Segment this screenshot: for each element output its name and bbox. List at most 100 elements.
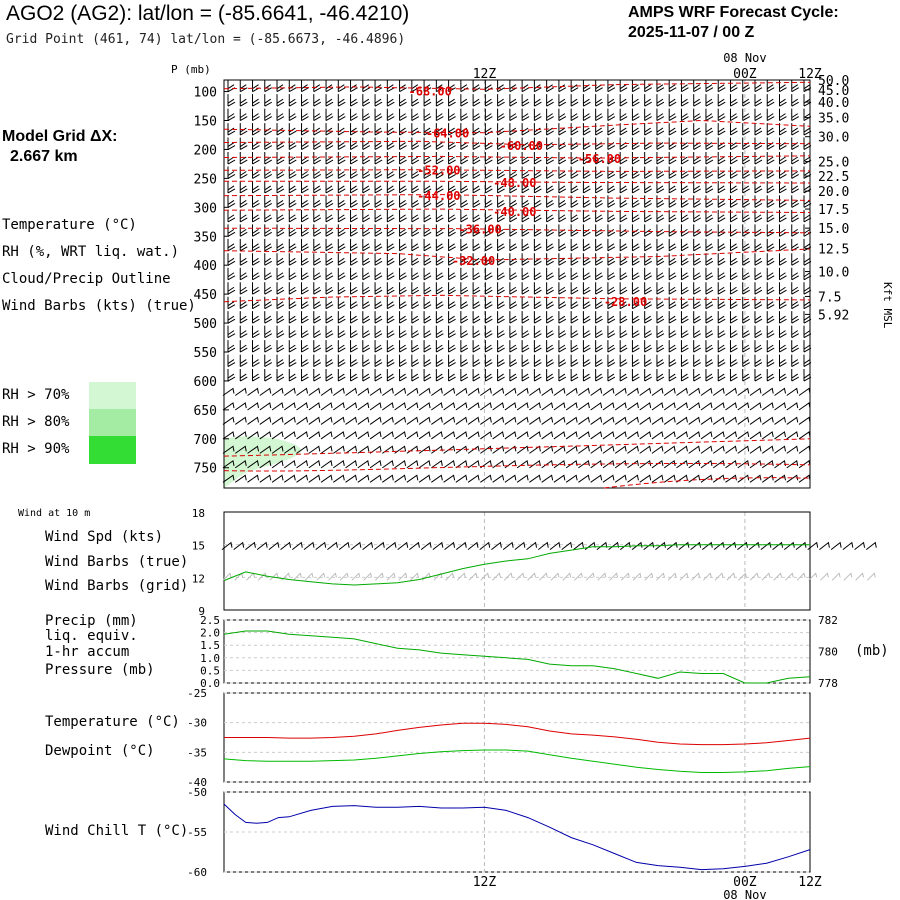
wind-barb xyxy=(301,224,309,237)
wind-barb xyxy=(631,166,640,179)
wind-barb xyxy=(663,416,676,425)
wind-barb xyxy=(627,416,639,425)
wind-barb-true xyxy=(596,541,608,551)
wind-barb xyxy=(247,460,260,469)
wind-barb xyxy=(252,369,260,382)
wind-barb xyxy=(234,387,247,396)
wind-barb xyxy=(742,340,750,353)
wind-barb xyxy=(252,123,260,136)
wind-10m-title: Wind at 10 m xyxy=(18,508,91,519)
wind-barb xyxy=(676,402,688,411)
wind-barb xyxy=(283,431,296,440)
wind-barb xyxy=(717,253,726,266)
wind-barb xyxy=(455,402,468,411)
wind-barb xyxy=(582,369,591,382)
wind-barb xyxy=(252,282,260,295)
wind-barb xyxy=(472,325,481,339)
wind-barb xyxy=(325,282,334,295)
windchill-line xyxy=(223,803,811,871)
wind-barb xyxy=(411,282,420,295)
wind-barb xyxy=(798,416,811,425)
wind-barb xyxy=(350,267,358,281)
wind-barb xyxy=(239,369,248,382)
wind-barb xyxy=(754,123,763,136)
wind-barb xyxy=(607,354,616,368)
wind-barb xyxy=(639,431,652,440)
wind-barb xyxy=(435,340,444,353)
wind-barb xyxy=(516,460,529,469)
wind-barb xyxy=(325,340,334,353)
wind-barb xyxy=(276,369,285,382)
wind-barb xyxy=(227,195,236,208)
wind-barb xyxy=(252,267,260,281)
wind-barb xyxy=(668,325,677,339)
wind-barb xyxy=(369,431,382,440)
wind-barb xyxy=(460,180,469,194)
wind-barb xyxy=(399,253,407,266)
wind-barb xyxy=(656,123,665,136)
wind-barb xyxy=(448,296,456,310)
wind-barb xyxy=(558,282,567,295)
wind-barb xyxy=(644,354,652,368)
wind-barb xyxy=(582,282,591,295)
wind-barb xyxy=(509,296,518,310)
wind-barb xyxy=(252,137,260,150)
wind-barb xyxy=(472,180,481,194)
wind-barb xyxy=(761,445,774,454)
wind-barb xyxy=(582,94,591,107)
wind-barb xyxy=(301,180,309,194)
wind-barb xyxy=(497,354,505,368)
windchill-tick-label: -50 xyxy=(187,786,207,799)
wind-barb xyxy=(337,224,346,237)
wind-barb xyxy=(705,296,714,310)
wind-barb xyxy=(619,354,628,368)
wind-barb-true xyxy=(502,541,514,551)
wind-barb xyxy=(693,94,701,107)
wind-barb xyxy=(460,340,469,353)
isotherm-label: -36.00 xyxy=(458,223,501,237)
wind-barb xyxy=(288,238,297,252)
wind-barb xyxy=(668,238,677,252)
wind-barb xyxy=(725,402,737,411)
wind-barb xyxy=(325,267,334,281)
precip-tick-label: 0.0 xyxy=(200,677,220,690)
wind-barb xyxy=(693,354,701,368)
wind-barb xyxy=(252,94,260,107)
wind-barb xyxy=(227,267,236,281)
wind-barb xyxy=(644,369,652,382)
wind-barb xyxy=(276,296,285,310)
wind-barb xyxy=(693,340,701,353)
wind-barb xyxy=(418,402,431,411)
wind-barb xyxy=(778,79,787,93)
wind-barb xyxy=(742,209,750,223)
wind-barb xyxy=(509,369,518,382)
isotherm-line xyxy=(223,227,811,234)
wind-barb xyxy=(631,195,640,208)
wind-barb-true xyxy=(397,541,409,551)
wind-barb xyxy=(418,416,431,425)
wind-barb xyxy=(558,296,567,310)
wind-barb xyxy=(582,137,591,150)
wind-barb xyxy=(239,137,248,150)
wind-barb xyxy=(337,94,346,107)
wind-barb xyxy=(595,267,603,281)
wind-barb xyxy=(497,152,505,165)
wind-barb xyxy=(558,166,567,179)
wind-barb xyxy=(435,238,444,252)
wind-barb xyxy=(472,195,481,208)
wind-barb xyxy=(778,369,787,382)
wind-barb xyxy=(533,195,542,208)
wind-barb xyxy=(533,94,542,107)
wind-barb-grid xyxy=(562,572,572,581)
wind-barb xyxy=(460,325,469,339)
isotherm-line xyxy=(224,180,811,184)
wind-barb xyxy=(693,79,701,93)
wind-barb xyxy=(693,282,701,295)
wind-barb xyxy=(570,311,579,324)
wind-barb xyxy=(803,311,812,324)
wind-barb-grid xyxy=(339,572,349,581)
wind-barb xyxy=(357,387,370,396)
wind-barb xyxy=(803,296,812,310)
wind-barb xyxy=(423,108,432,122)
wind-barb xyxy=(570,296,579,310)
